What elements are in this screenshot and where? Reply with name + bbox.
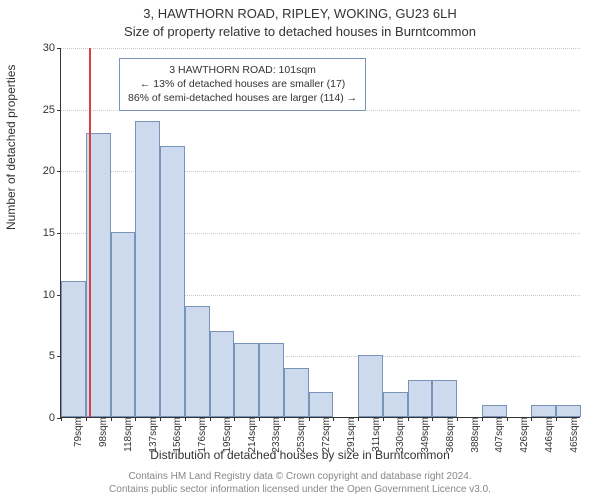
x-tick-mark: [309, 417, 310, 421]
x-tick-mark: [135, 417, 136, 421]
y-tick-label: 10: [43, 289, 55, 301]
footer-attribution: Contains HM Land Registry data © Crown c…: [0, 470, 600, 496]
x-tick-mark: [531, 417, 532, 421]
chart-supertitle: 3, HAWTHORN ROAD, RIPLEY, WOKING, GU23 6…: [0, 6, 600, 21]
chart-container: 3, HAWTHORN ROAD, RIPLEY, WOKING, GU23 6…: [0, 0, 600, 500]
x-tick-mark: [234, 417, 235, 421]
histogram-bar: [210, 331, 235, 417]
footer-line1: Contains HM Land Registry data © Crown c…: [0, 470, 600, 483]
histogram-bar: [284, 368, 309, 417]
annotation-line1: 3 HAWTHORN ROAD: 101sqm: [128, 63, 357, 77]
histogram-bar: [482, 405, 507, 417]
x-tick-mark: [111, 417, 112, 421]
x-axis-label: Distribution of detached houses by size …: [0, 448, 600, 462]
histogram-bar: [234, 343, 259, 417]
histogram-bar: [111, 232, 136, 417]
x-tick-mark: [210, 417, 211, 421]
x-tick-mark: [457, 417, 458, 421]
x-tick-mark: [333, 417, 334, 421]
y-axis-label: Number of detached properties: [4, 65, 18, 230]
x-tick-mark: [358, 417, 359, 421]
annotation-box: 3 HAWTHORN ROAD: 101sqm ← 13% of detache…: [119, 58, 366, 111]
y-tick-label: 0: [49, 412, 55, 424]
reference-line: [89, 48, 91, 417]
y-tick-mark: [57, 233, 61, 234]
chart-title: Size of property relative to detached ho…: [0, 24, 600, 39]
x-tick-mark: [259, 417, 260, 421]
histogram-bar: [185, 306, 210, 417]
x-tick-mark: [61, 417, 62, 421]
x-tick-mark: [507, 417, 508, 421]
x-tick-mark: [482, 417, 483, 421]
annotation-line2: ← 13% of detached houses are smaller (17…: [128, 77, 357, 91]
annotation-line3: 86% of semi-detached houses are larger (…: [128, 91, 357, 105]
x-tick-label: 79sqm: [73, 417, 84, 447]
histogram-bar: [408, 380, 433, 417]
y-tick-label: 5: [49, 350, 55, 362]
y-tick-mark: [57, 48, 61, 49]
x-tick-label: 311sqm: [371, 417, 382, 452]
histogram-bar: [160, 146, 185, 417]
x-tick-mark: [86, 417, 87, 421]
histogram-bar: [61, 281, 86, 417]
y-tick-label: 30: [43, 42, 55, 54]
histogram-bar: [531, 405, 556, 417]
y-tick-label: 15: [43, 227, 55, 239]
x-tick-label: 98sqm: [98, 417, 109, 447]
y-tick-label: 25: [43, 104, 55, 116]
x-tick-mark: [556, 417, 557, 421]
histogram-bar: [383, 392, 408, 417]
x-tick-mark: [432, 417, 433, 421]
footer-line2: Contains public sector information licen…: [0, 483, 600, 496]
histogram-bar: [259, 343, 284, 417]
histogram-bar: [135, 121, 160, 417]
histogram-bar: [309, 392, 334, 417]
x-tick-mark: [383, 417, 384, 421]
x-tick-label: 118sqm: [123, 417, 134, 452]
gridline: [61, 48, 580, 49]
y-tick-mark: [57, 171, 61, 172]
plot-area: 05101520253079sqm98sqm118sqm137sqm156sqm…: [60, 48, 580, 418]
y-tick-label: 20: [43, 165, 55, 177]
x-tick-mark: [185, 417, 186, 421]
y-tick-mark: [57, 110, 61, 111]
x-tick-mark: [160, 417, 161, 421]
histogram-bar: [358, 355, 383, 417]
x-tick-mark: [408, 417, 409, 421]
histogram-bar: [432, 380, 457, 417]
histogram-bar: [556, 405, 581, 417]
x-tick-mark: [284, 417, 285, 421]
